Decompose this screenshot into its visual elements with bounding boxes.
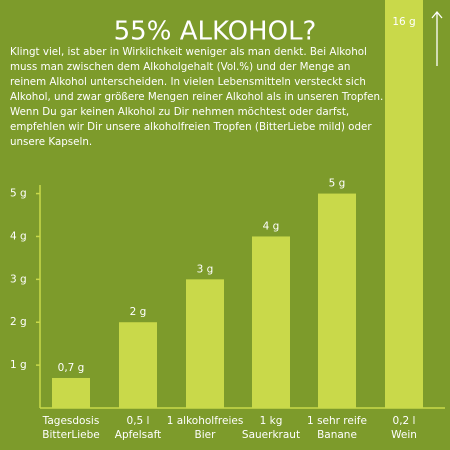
y-tick-label: 4 g [10,230,27,242]
x-tick-label: 0,2 l Wein [391,415,417,441]
chart-title: 55% ALKOHOL? [114,17,317,47]
x-tick-label: 0,5 l Apfelsaft [115,415,161,441]
y-tick-label: 1 g [10,359,27,371]
y-tick-label: 5 g [10,188,27,200]
x-tick-label: 1 alkoholfreies Bier [167,415,244,441]
x-tick-label: 1 kg Sauerkraut [242,415,300,441]
value-label: 3 g [197,263,214,275]
y-tick-label: 3 g [10,273,27,285]
value-label: 0,7 g [58,362,85,374]
bar [52,377,90,408]
bar [119,322,157,408]
y-tick-label: 2 g [10,316,27,328]
bar [252,236,290,408]
value-label: 16 g [392,16,415,28]
bar [318,193,356,408]
value-label: 5 g [329,178,346,190]
bar [385,0,423,409]
description: Klingt viel, ist aber in Wirklichkeit we… [10,46,384,148]
value-label: 4 g [263,220,280,232]
x-tick-label: 1 sehr reife Banane [307,415,367,441]
arrow [431,10,443,66]
bar [186,279,224,408]
value-label: 2 g [130,306,147,318]
x-tick-label: Tagesdosis BitterLiebe [42,415,100,441]
